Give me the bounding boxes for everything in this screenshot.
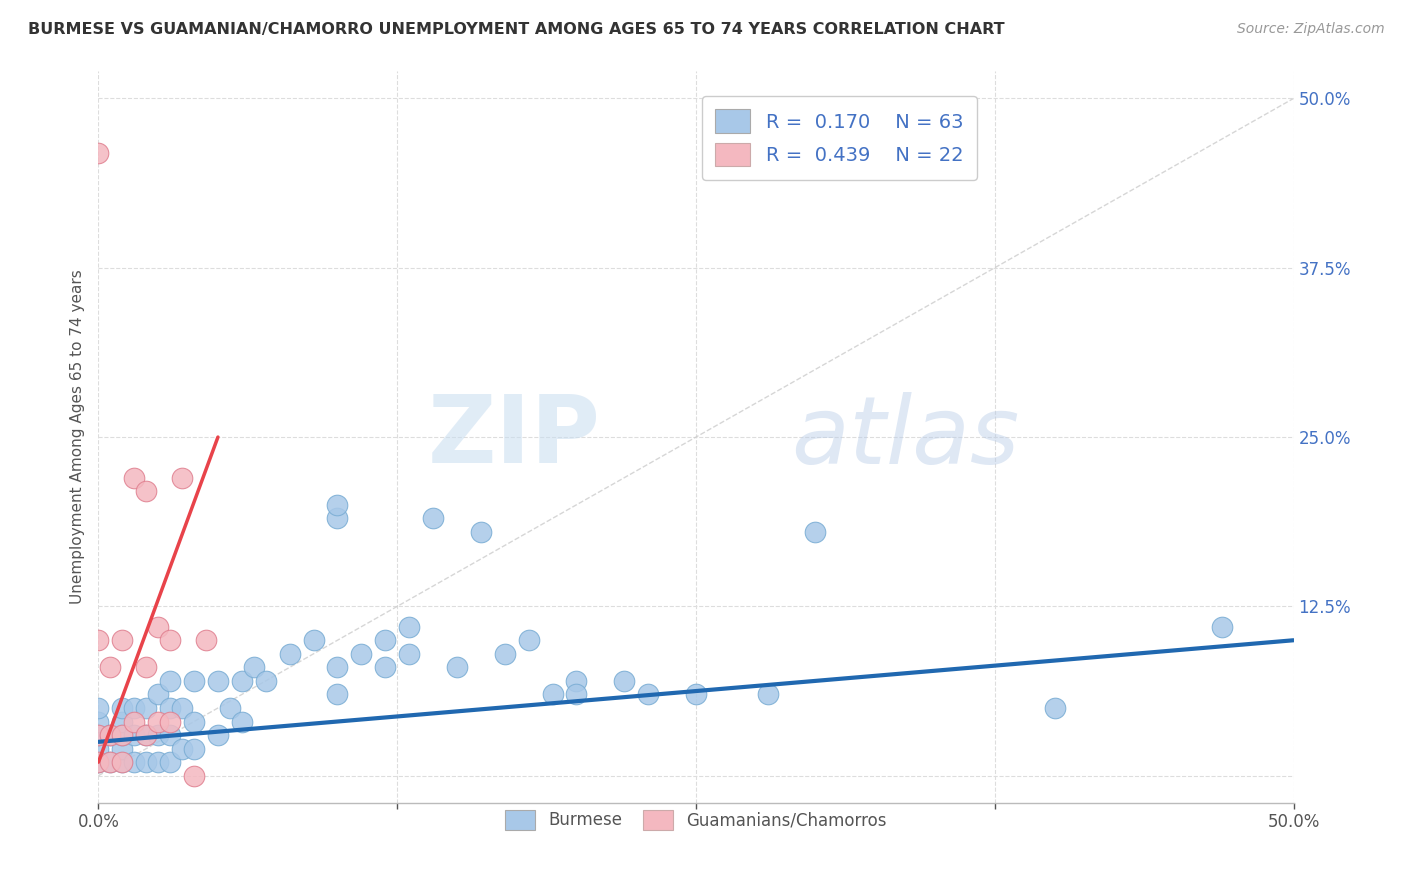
Point [326,660,349,674]
Point [172,741,194,756]
Point [219,701,242,715]
Point [87,728,110,742]
Point [374,660,396,674]
Point [685,688,707,702]
Point [183,673,205,688]
Point [1211,620,1233,634]
Point [87,755,110,769]
Point [135,728,157,742]
Point [326,688,349,702]
Point [302,633,325,648]
Point [98,755,122,769]
Point [87,633,110,648]
Point [98,728,122,742]
Point [159,755,181,769]
Text: ZIP: ZIP [427,391,600,483]
Point [254,673,277,688]
Point [111,701,134,715]
Point [207,728,229,742]
Point [135,701,157,715]
Point [98,660,122,674]
Point [124,471,146,485]
Point [124,714,146,729]
Point [1043,701,1066,715]
Point [148,620,170,634]
Point [183,714,205,729]
Point [111,728,134,742]
Point [148,728,170,742]
Point [159,673,181,688]
Point [135,484,157,499]
Point [87,755,110,769]
Point [124,701,146,715]
Point [494,647,516,661]
Point [613,673,636,688]
Point [470,524,492,539]
Point [111,755,134,769]
Point [374,633,396,648]
Y-axis label: Unemployment Among Ages 65 to 74 years: Unemployment Among Ages 65 to 74 years [69,269,84,605]
Point [326,498,349,512]
Point [87,728,110,742]
Point [243,660,266,674]
Point [350,647,373,661]
Point [326,511,349,525]
Point [172,471,194,485]
Point [278,647,301,661]
Point [98,755,122,769]
Point [446,660,468,674]
Point [398,620,420,634]
Point [172,701,194,715]
Point [804,524,827,539]
Point [87,701,110,715]
Point [565,673,588,688]
Point [541,688,564,702]
Point [195,633,218,648]
Point [148,688,170,702]
Point [135,728,157,742]
Point [98,728,122,742]
Point [231,714,253,729]
Point [517,633,540,648]
Point [159,728,181,742]
Point [111,741,134,756]
Point [148,755,170,769]
Point [135,660,157,674]
Point [159,701,181,715]
Text: atlas: atlas [792,392,1019,483]
Point [111,755,134,769]
Point [159,714,181,729]
Text: BURMESE VS GUAMANIAN/CHAMORRO UNEMPLOYMENT AMONG AGES 65 TO 74 YEARS CORRELATION: BURMESE VS GUAMANIAN/CHAMORRO UNEMPLOYME… [28,22,1005,37]
Point [87,741,110,756]
Point [148,714,170,729]
Legend: Burmese, Guamanians/Chamorros: Burmese, Guamanians/Chamorros [498,801,894,838]
Point [398,647,420,661]
Point [111,714,134,729]
Point [124,728,146,742]
Point [159,633,181,648]
Text: Source: ZipAtlas.com: Source: ZipAtlas.com [1237,22,1385,37]
Point [87,714,110,729]
Point [111,728,134,742]
Point [87,145,110,160]
Point [135,755,157,769]
Point [637,688,659,702]
Point [565,688,588,702]
Point [183,769,205,783]
Point [124,755,146,769]
Point [422,511,444,525]
Point [183,741,205,756]
Point [111,633,134,648]
Point [231,673,253,688]
Point [207,673,229,688]
Point [756,688,779,702]
